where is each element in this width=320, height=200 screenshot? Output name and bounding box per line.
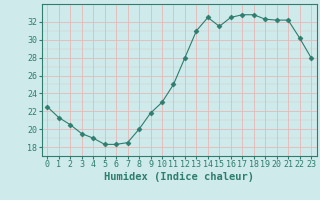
X-axis label: Humidex (Indice chaleur): Humidex (Indice chaleur) [104, 172, 254, 182]
